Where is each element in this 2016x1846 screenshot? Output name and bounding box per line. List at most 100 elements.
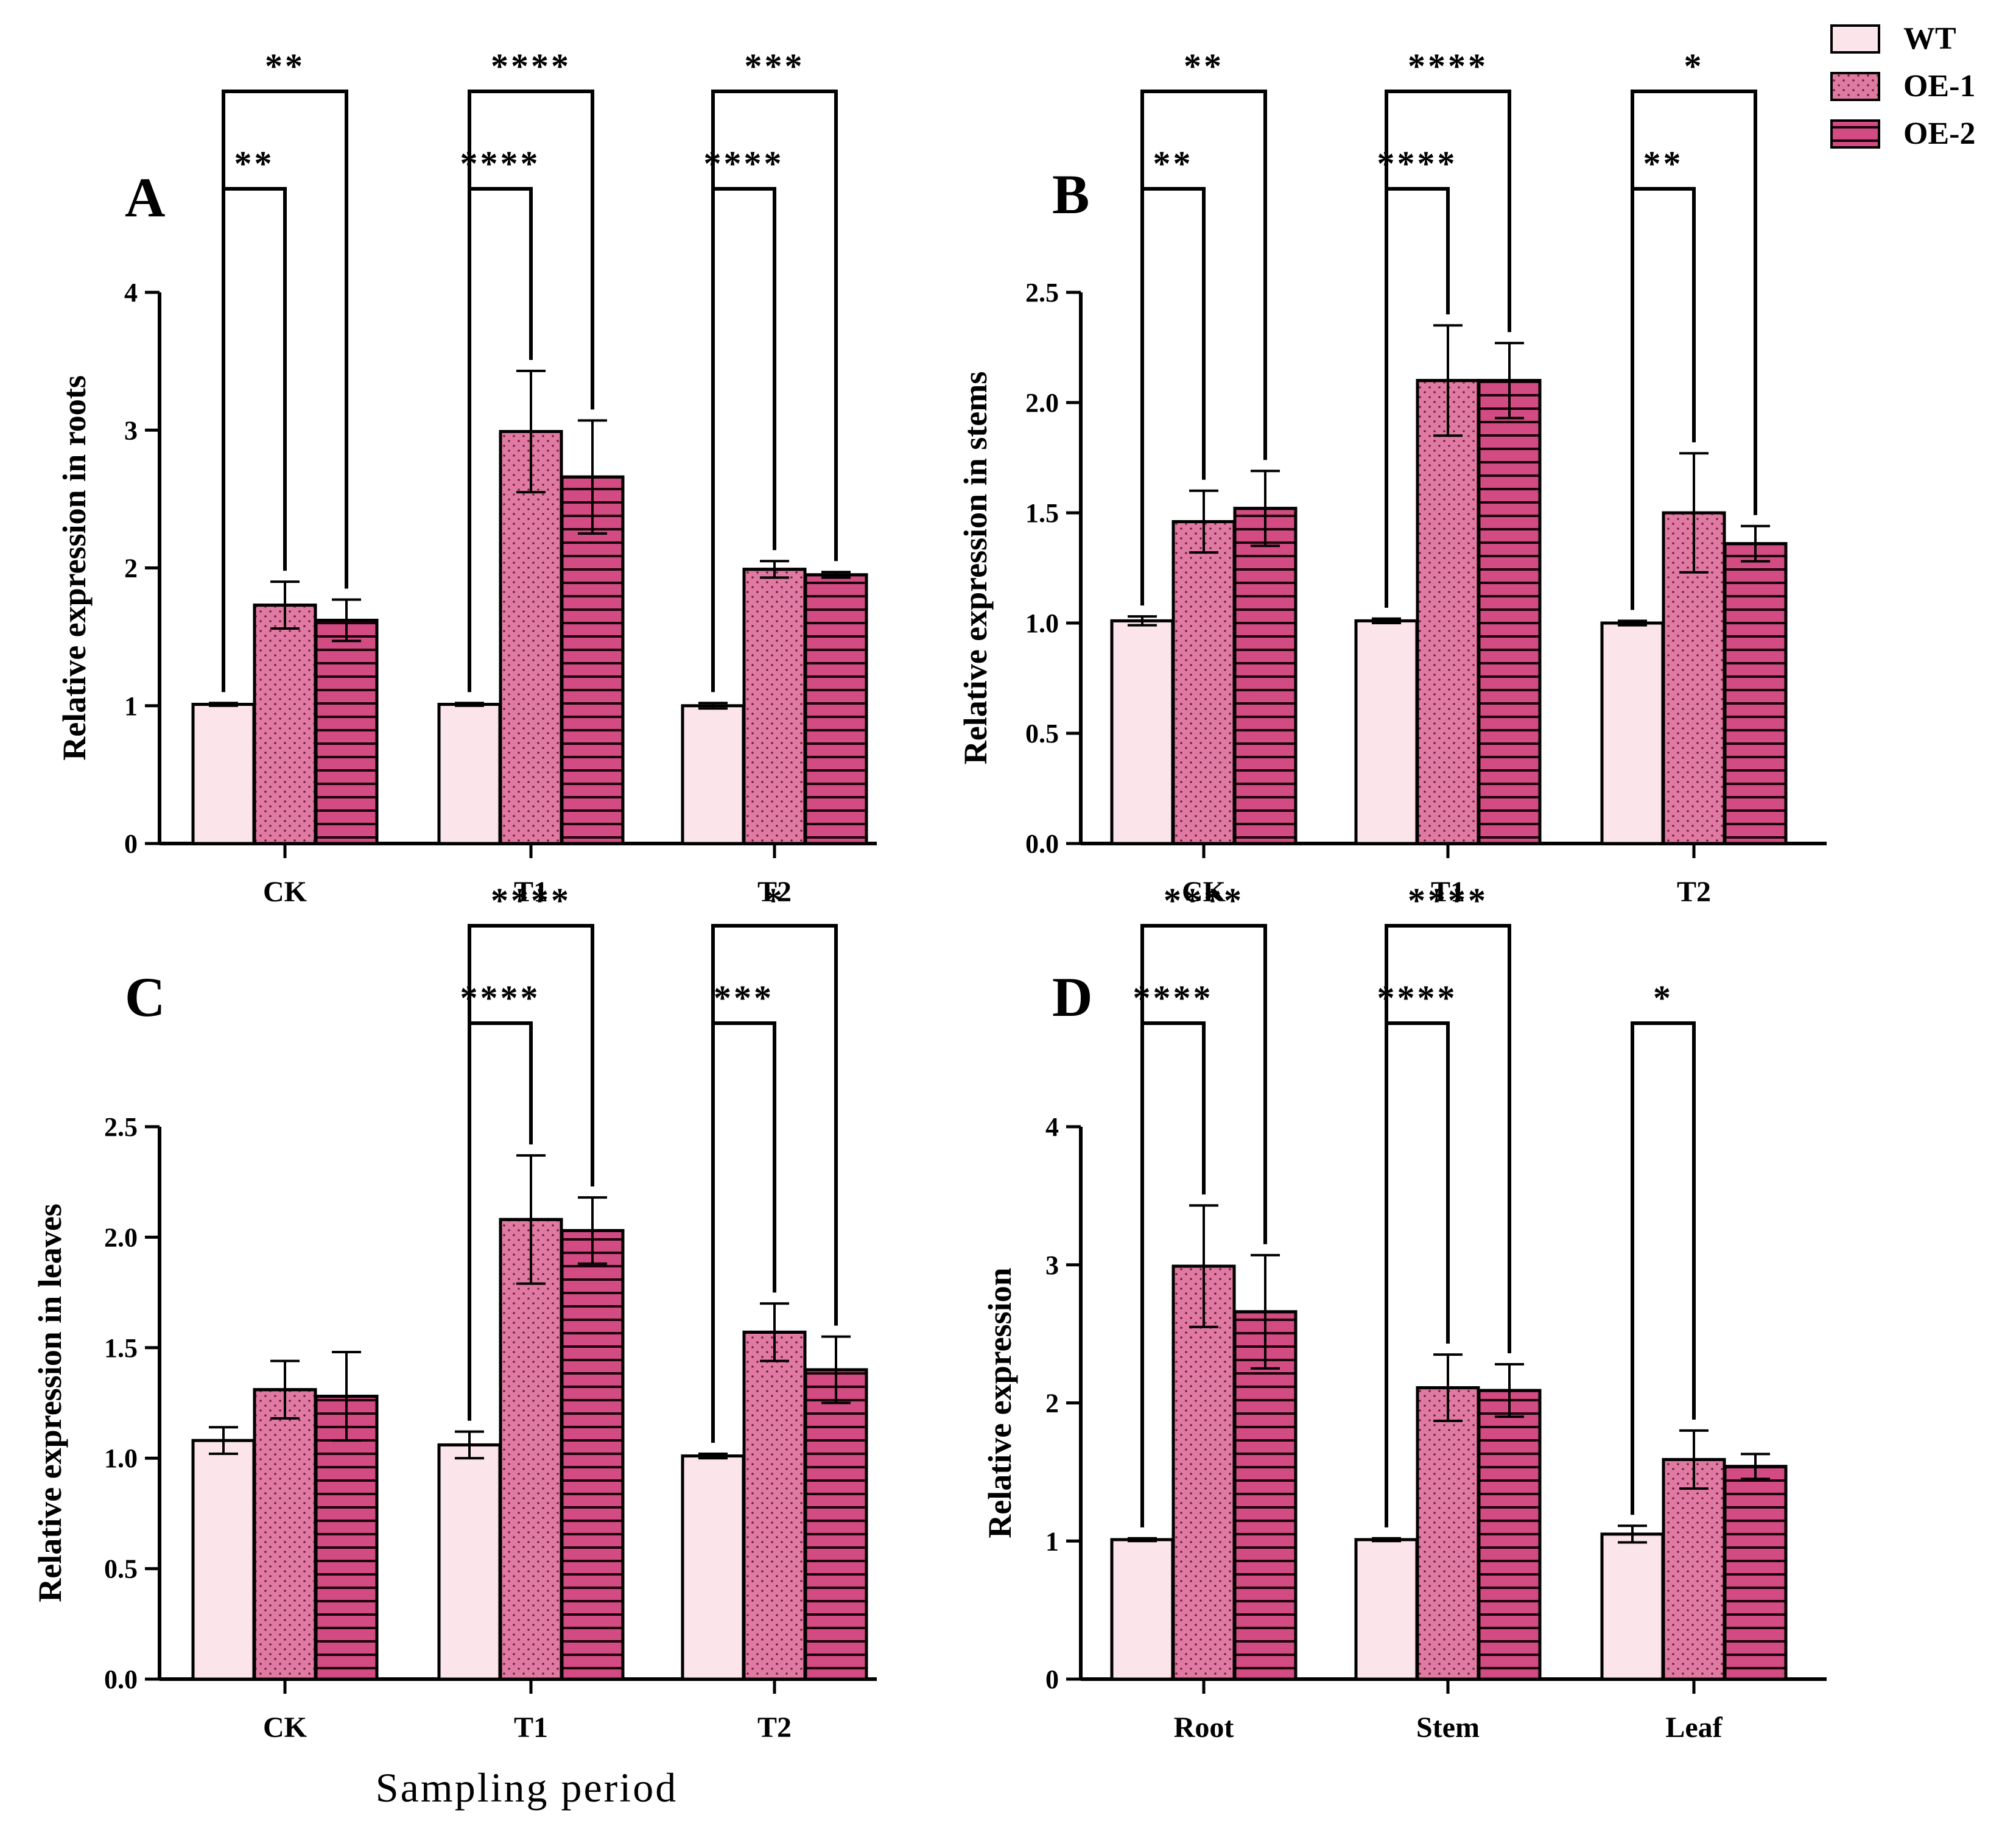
significance-bracket: ** [222,46,348,692]
y-axis-title: Relative expression in roots [56,375,93,760]
significance-label: **** [1164,881,1244,920]
bar-pattern-oe-1-t2 [742,1330,807,1681]
bar-pattern-oe-2-ck [314,618,379,845]
bar-pattern-oe-2-t1 [560,1229,625,1681]
panel-a: A Relative expression in roots 0 1 2 3 4 CK T1 T2… [56,46,877,908]
error-bar [760,1302,789,1362]
error-bar [1128,1537,1157,1543]
legend: WT OE-1 OE-2 [1830,21,1975,151]
error-bar [1741,524,1770,563]
x-tick-label: T2 [757,876,792,908]
y-tick-label: 2.0 [1025,388,1059,418]
significance-bracket: **** [468,881,594,1421]
error-bar [1618,619,1647,627]
significance-label: * [765,881,785,920]
y-tick-label: 0.5 [1025,719,1059,749]
significance-bracket: **** [1140,881,1267,1527]
x-tick-label: Leaf [1665,1711,1723,1744]
panel-b: B Relative expression in stems 0.0 0.5 1.0 1.… [957,46,1827,908]
error-bar [516,1154,546,1285]
significance-label: *** [745,46,805,86]
significance-bracket: **** [1377,144,1455,608]
bar-wt-t1 [437,702,502,845]
legend-label: WT [1903,21,1956,56]
significance-label: * [1653,978,1673,1018]
bar-pattern-oe-1-ck [1171,520,1236,845]
panel-letter: B [1052,163,1089,225]
x-tick-label: CK [263,1711,307,1744]
significance-label: **** [460,978,541,1018]
error-bar [1433,1353,1463,1422]
bar-pattern-oe-1-stem [1416,1386,1480,1681]
y-tick-label: 0 [1045,1665,1059,1694]
significance-bracket: **** [468,46,594,692]
significance-bracket: * [711,881,838,1443]
bar-pattern-oe-2-t1 [1477,379,1542,845]
bar-wt-root [1110,1538,1175,1681]
significance-label: **** [704,144,784,183]
y-tick-label: 3 [1045,1250,1059,1280]
y-tick-label: 2 [1045,1389,1059,1418]
significance-label: **** [1133,978,1213,1018]
y-axis-title: Relative expression in stems [957,372,994,764]
x-tick-label: T2 [757,1711,792,1744]
bar-pattern-oe-2-stem [1477,1389,1542,1681]
bar-wt-stem [1354,1538,1419,1681]
error-bar [455,1430,484,1460]
error-bar [1128,615,1157,627]
y-tick-label: 1.5 [1025,498,1059,528]
y-tick-label: 2 [124,554,138,583]
error-bar [1251,1253,1280,1370]
x-tick-label: T2 [1677,876,1711,908]
error-bar [1679,1429,1709,1490]
significance-bracket: * [1631,46,1757,610]
significance-label: ** [1643,144,1684,183]
legend-label: OE-2 [1903,116,1975,151]
bar-pattern-oe-2-t2 [804,573,868,845]
panel-letter: A [125,166,165,228]
error-bar [209,702,238,707]
error-bar [270,1359,300,1420]
bar-wt-t2 [1600,621,1665,845]
significance-label: ** [1153,144,1193,183]
significance-bracket: **** [1385,881,1511,1527]
x-tick-label: T1 [514,1711,548,1744]
error-bar [760,560,789,579]
y-tick-label: 4 [124,278,138,308]
x-tick-label: Root [1174,1711,1234,1744]
x-tick-label: T1 [1431,876,1465,908]
legend-item-oe-1: OE-1 [1830,69,1975,104]
bar-wt-ck [191,1439,256,1681]
y-tick-label: 2.5 [104,1112,138,1142]
significance-label: **** [460,144,541,183]
bar-pattern-oe-1-t2 [742,568,807,845]
error-bar [821,1335,851,1404]
bar-pattern-oe-2-leaf [1723,1465,1788,1681]
error-bar [332,598,361,643]
y-tick-label: 1.0 [1025,608,1059,638]
significance-bracket: *** [711,46,838,692]
error-bar [1618,1524,1647,1544]
significance-bracket: * [1631,978,1696,1515]
y-axis-title: Relative expression [982,1267,1018,1538]
bar-pattern-oe-1-ck [253,1388,317,1681]
bar-pattern-oe-2-ck [1233,507,1298,845]
bar-pattern-oe-2-t2 [1723,542,1788,845]
y-tick-label: 1 [124,691,138,721]
y-tick-label: 2.0 [104,1222,138,1252]
error-bar [578,419,607,535]
error-bar [578,1196,607,1265]
y-tick-label: 0 [124,829,138,859]
panel-letter: D [1052,966,1092,1028]
error-bar [1741,1453,1770,1481]
error-bar [455,702,484,707]
error-bar [1495,342,1524,420]
x-tick-label: CK [263,876,307,908]
error-bar [1433,324,1463,437]
bar-pattern-oe-1-leaf [1662,1457,1726,1681]
significance-label: ** [1184,46,1224,86]
panel-letter: C [125,966,165,1028]
error-bar [1251,470,1280,548]
y-tick-label: 0.0 [104,1665,138,1694]
